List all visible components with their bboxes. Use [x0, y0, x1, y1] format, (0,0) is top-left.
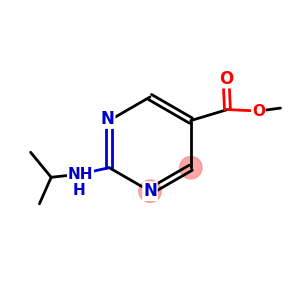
Text: NH: NH [68, 167, 93, 182]
Text: N: N [143, 182, 157, 200]
Text: H: H [73, 183, 85, 198]
Text: O: O [252, 103, 265, 118]
Circle shape [139, 180, 161, 203]
Circle shape [180, 157, 202, 179]
Text: N: N [101, 110, 115, 128]
Text: O: O [219, 70, 233, 88]
